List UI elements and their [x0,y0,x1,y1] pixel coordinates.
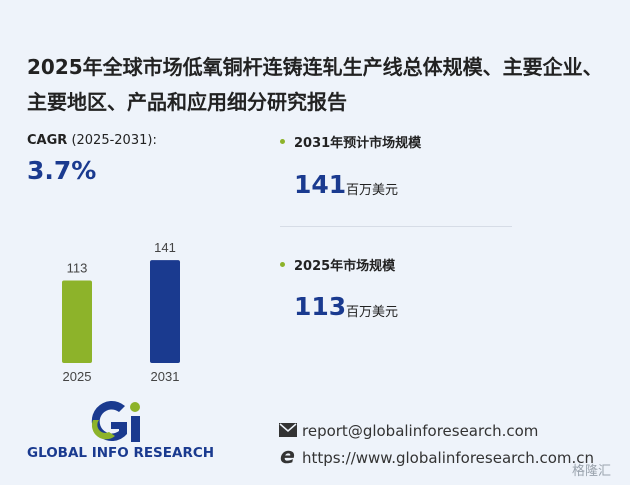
bar [150,260,180,363]
stat-value: 141 [294,170,347,199]
watermark: 格隆汇 [572,464,612,479]
cagr-label: CAGR (2025-2031): [27,133,157,148]
web-icon: e [280,444,295,469]
logo-mark [91,401,140,442]
stat-unit: 百万美元 [346,183,399,198]
bullet [280,139,285,144]
bar [62,280,92,363]
stat-label: 2031年预计市场规模 [294,136,422,151]
cagr-name: CAGR [27,133,68,148]
stat-label: 2025年市场规模 [294,259,396,274]
bullet [280,262,285,267]
value-label: 141 [154,240,176,255]
email: report@globalinforesearch.com [302,422,539,440]
cagr-value: 3.7% [27,156,97,185]
x-tick-label: 2025 [63,369,92,384]
logo-text: GLOBAL INFO RESEARCH [27,445,215,461]
divider [280,226,512,227]
website: https://www.globalinforesearch.com.cn [302,449,595,467]
value-label: 113 [67,261,88,276]
x-tick-label: 2031 [151,369,180,384]
cagr-period: (2025-2031): [71,133,157,148]
email-icon [279,423,297,437]
stat-value: 113 [294,292,347,321]
bar-chart: 113 2025 141 2031 [62,240,180,384]
report-title: 2025年全球市场低氧铜杆连铸连轧生产线总体规模、主要企业、主要地区、产品和应用… [27,55,603,114]
stat-unit: 百万美元 [346,305,399,320]
